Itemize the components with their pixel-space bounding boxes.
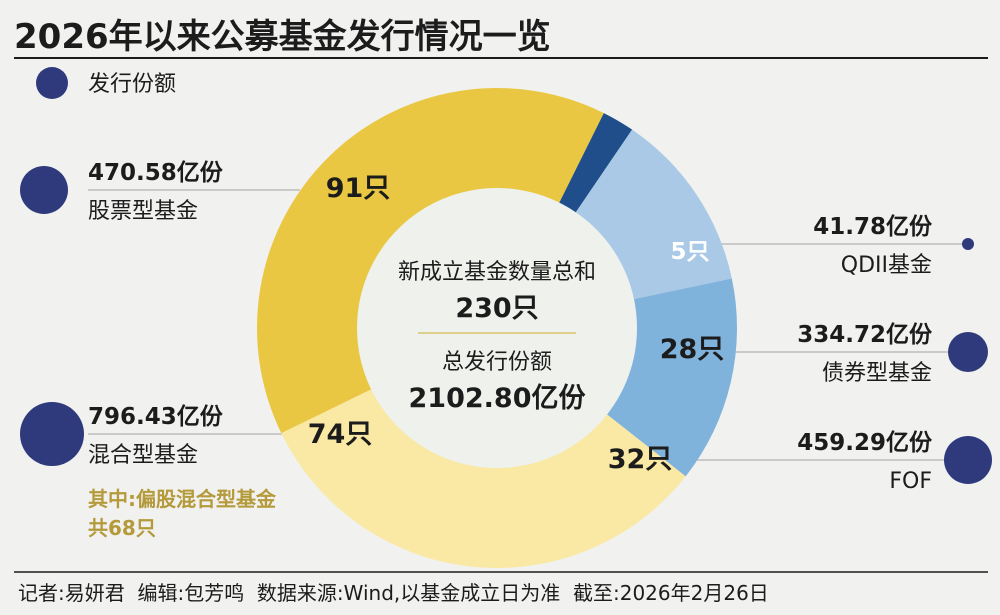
share-label-bond: 334.72亿份	[797, 322, 933, 348]
share-dot-hybrid	[20, 402, 84, 466]
share-dot-bond	[948, 332, 988, 372]
fund-name-fof: FOF	[889, 469, 932, 494]
leader-lines	[88, 189, 968, 461]
center-share-value: 2102.80亿份	[409, 383, 586, 414]
fund-name-qdii: QDII基金	[841, 253, 932, 278]
center-count-value: 230只	[455, 293, 538, 324]
legend-dot	[36, 67, 68, 99]
note-line2: 共68只	[88, 516, 156, 540]
donut-center	[357, 188, 637, 468]
fund-name-bond: 债券型基金	[822, 361, 932, 386]
slice-count-qdii: 5只	[670, 239, 709, 265]
slice-count-fof: 32只	[608, 444, 673, 475]
note-line1: 其中:偏股混合型基金	[88, 487, 277, 511]
chart-title: 2026年以来公募基金发行情况一览	[14, 17, 551, 57]
center-share-label: 总发行份额	[442, 350, 552, 375]
center-count-label: 新成立基金数量总和	[398, 260, 596, 285]
slice-count-stock: 91只	[326, 173, 391, 204]
share-label-qdii: 41.78亿份	[813, 214, 933, 240]
slice-count-bond: 28只	[660, 334, 725, 365]
share-label-fof: 459.29亿份	[797, 430, 933, 456]
fund-name-hybrid: 混合型基金	[88, 443, 198, 468]
share-label-hybrid: 796.43亿份	[88, 404, 224, 430]
footer-credits: 记者:易妍君 编辑:包芳鸣 数据来源:Wind,以基金成立日为准 截至:2026…	[18, 581, 769, 605]
share-dot-stock	[20, 166, 68, 214]
share-dot-fof	[944, 436, 992, 484]
share-dot-qdii	[962, 238, 974, 250]
legend-label: 发行份额	[88, 72, 176, 97]
fund-name-stock: 股票型基金	[88, 199, 198, 224]
slice-count-hybrid: 74只	[308, 419, 373, 450]
share-label-stock: 470.58亿份	[88, 160, 224, 186]
